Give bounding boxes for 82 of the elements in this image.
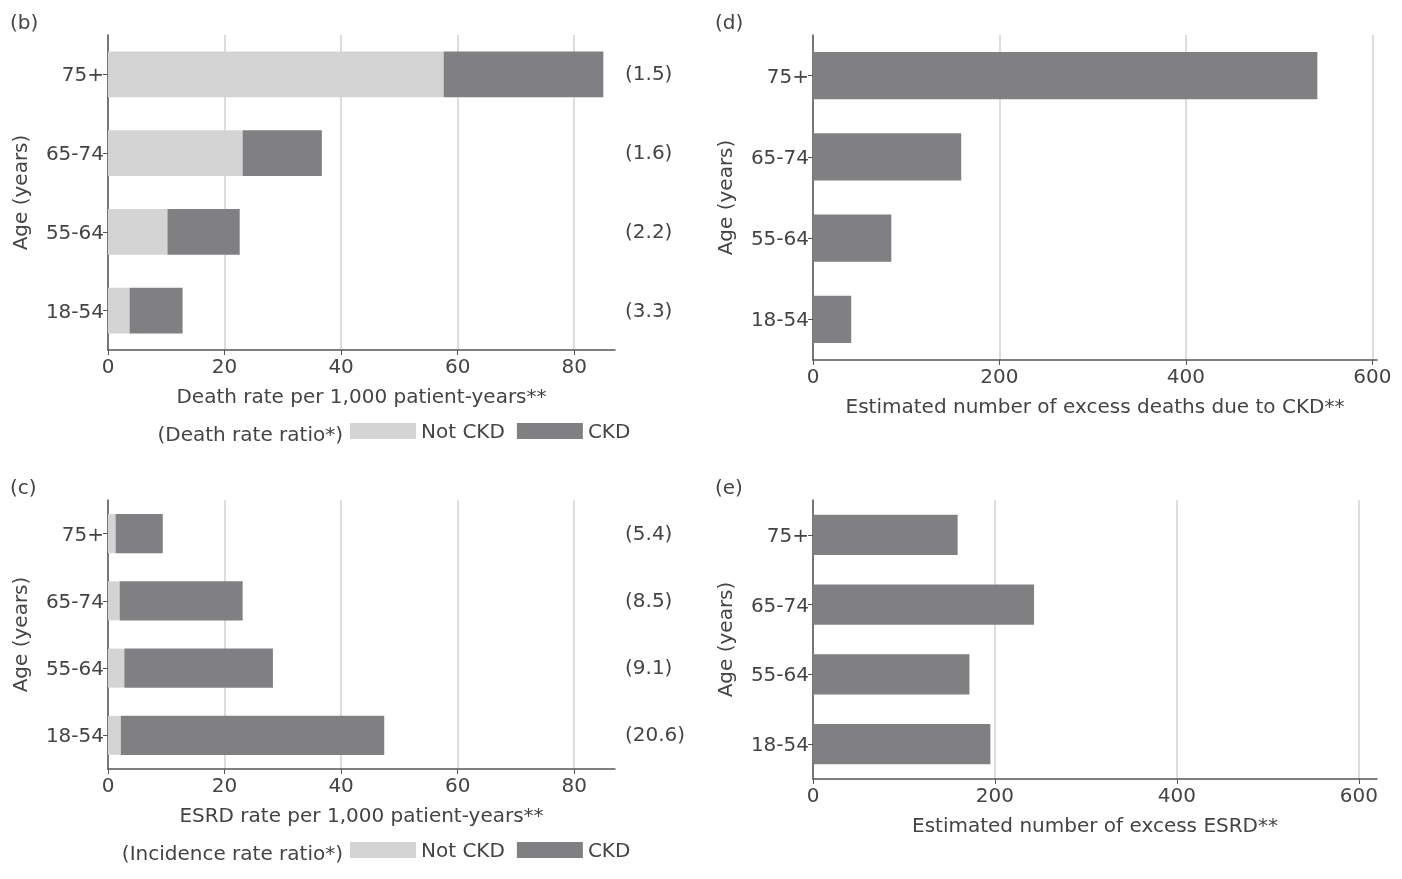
y-tick-label: 75+ bbox=[61, 521, 104, 546]
y-tick-label: 75+ bbox=[766, 522, 809, 547]
x-tick-label: 20 bbox=[211, 354, 238, 378]
bar bbox=[108, 581, 120, 621]
text: (2.2) bbox=[625, 218, 673, 243]
bar bbox=[120, 715, 385, 755]
y-tick-label: 18-54 bbox=[750, 732, 809, 757]
x-tick-label: 400 bbox=[1166, 364, 1205, 388]
text: (3.3) bbox=[625, 297, 673, 322]
y-axis-title: Age (years) bbox=[713, 581, 737, 698]
bar bbox=[129, 287, 183, 334]
x-tick-label: 80 bbox=[561, 773, 587, 797]
chart-title: (e) bbox=[715, 475, 743, 499]
bar bbox=[124, 648, 273, 688]
y-tick-label: 55-64 bbox=[750, 662, 809, 687]
y-tick-label: 75+ bbox=[61, 62, 104, 87]
legend-label: CKD bbox=[587, 838, 631, 862]
y-axis-title: Age (years) bbox=[713, 139, 737, 256]
x-tick-label: 20 bbox=[211, 773, 238, 797]
bar bbox=[167, 209, 240, 255]
bar bbox=[813, 654, 970, 695]
bar bbox=[813, 295, 852, 343]
legend-title: (Incidence rate ratio*) bbox=[121, 841, 344, 865]
x-tick-label: 600 bbox=[1339, 783, 1378, 807]
y-tick-label: 18-54 bbox=[750, 307, 809, 332]
text: (9.1) bbox=[625, 655, 673, 680]
bar bbox=[108, 648, 125, 688]
bar bbox=[813, 133, 962, 181]
x-tick-label: 60 bbox=[444, 773, 471, 797]
y-tick-label: 18-54 bbox=[45, 723, 104, 748]
bar bbox=[242, 130, 322, 176]
y-axis-title: Age (years) bbox=[8, 576, 32, 693]
x-tick-label: 0 bbox=[806, 364, 820, 388]
bar bbox=[108, 209, 168, 255]
text: (20.6) bbox=[625, 722, 686, 747]
legend-label: Not CKD bbox=[421, 419, 505, 443]
bar bbox=[813, 723, 991, 765]
y-tick-label: 55-64 bbox=[750, 226, 809, 251]
bar bbox=[443, 51, 604, 98]
bar bbox=[813, 52, 1318, 100]
y-tick-label: 75+ bbox=[766, 63, 809, 88]
x-axis-title: Estimated number of excess ESRD** bbox=[911, 812, 1279, 837]
x-tick-label: 600 bbox=[1353, 364, 1392, 388]
bar bbox=[108, 715, 121, 755]
text: (1.5) bbox=[625, 61, 673, 86]
bar bbox=[813, 584, 1035, 625]
chart-title: (c) bbox=[10, 475, 37, 499]
x-tick-label: 0 bbox=[806, 783, 820, 807]
legend-label: CKD bbox=[587, 419, 631, 443]
x-axis-title: Death rate per 1,000 patient-years** bbox=[176, 383, 547, 408]
x-tick-label: 60 bbox=[444, 354, 471, 378]
legend-title: (Death rate ratio*) bbox=[157, 422, 344, 446]
x-tick-label: 400 bbox=[1157, 783, 1196, 807]
chart-title: (b) bbox=[10, 10, 39, 34]
bar bbox=[115, 514, 163, 554]
bar bbox=[813, 514, 958, 556]
text: (1.6) bbox=[625, 140, 673, 165]
y-tick-label: 55-64 bbox=[45, 656, 104, 681]
bar bbox=[813, 214, 892, 262]
x-tick-label: 0 bbox=[101, 773, 115, 797]
y-tick-label: 65-74 bbox=[750, 592, 809, 617]
chart-title: (d) bbox=[715, 10, 744, 34]
bar bbox=[108, 514, 116, 554]
x-tick-label: 40 bbox=[328, 773, 354, 797]
y-tick-label: 18-54 bbox=[45, 298, 104, 323]
y-tick-label: 65-74 bbox=[45, 588, 104, 613]
x-tick-label: 200 bbox=[980, 364, 1019, 388]
y-tick-label: 65-74 bbox=[750, 144, 809, 169]
bar bbox=[119, 581, 243, 621]
y-tick-label: 65-74 bbox=[45, 141, 104, 166]
legend-label: Not CKD bbox=[421, 838, 505, 862]
x-tick-label: 0 bbox=[101, 354, 115, 378]
text: (5.4) bbox=[625, 520, 673, 545]
x-axis-title: ESRD rate per 1,000 patient-years** bbox=[179, 802, 544, 827]
x-axis-title: Estimated number of excess deaths due to CKD** bbox=[845, 393, 1345, 418]
text: (8.5) bbox=[625, 587, 673, 612]
x-tick-label: 40 bbox=[328, 354, 354, 378]
y-tick-label: 55-64 bbox=[45, 219, 104, 244]
x-tick-label: 200 bbox=[975, 783, 1015, 807]
y-axis-title: Age (years) bbox=[8, 134, 32, 251]
x-tick-label: 80 bbox=[561, 354, 587, 378]
bar bbox=[108, 287, 130, 334]
